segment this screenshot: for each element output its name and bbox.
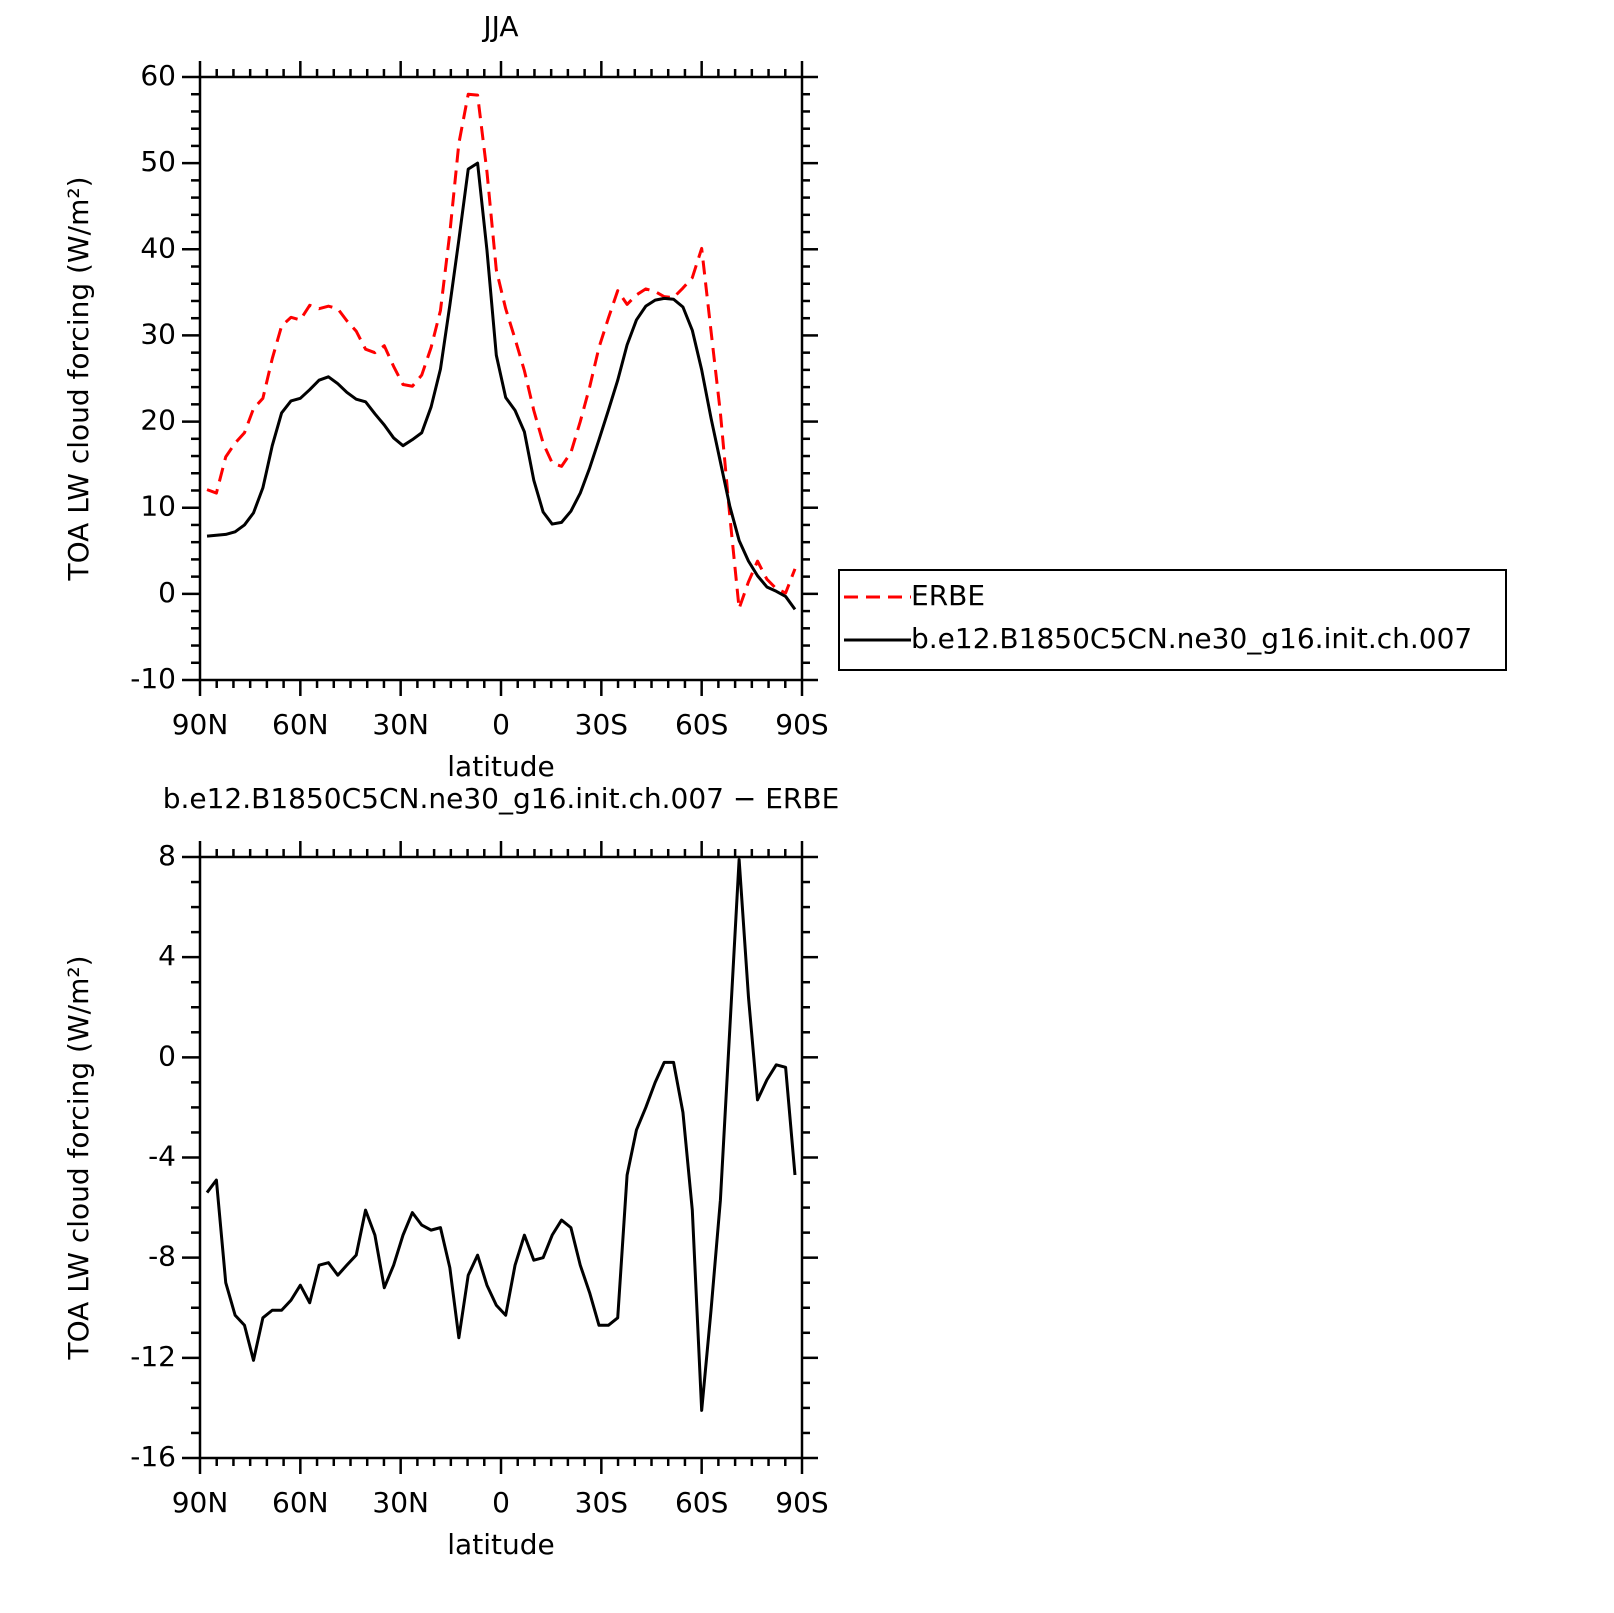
y-tick-label: 20 bbox=[140, 404, 176, 437]
y-tick-label: -4 bbox=[148, 1140, 176, 1173]
x-tick-label: 60N bbox=[272, 708, 329, 741]
y-tick-label: 50 bbox=[140, 145, 176, 178]
x-tick-label: 0 bbox=[492, 708, 510, 741]
x-tick-label: 90S bbox=[775, 1486, 828, 1519]
x-tick-label: 60S bbox=[675, 708, 728, 741]
x-tick-label: 30S bbox=[575, 1486, 628, 1519]
y-tick-label: -10 bbox=[130, 662, 176, 695]
y-tick-label: 60 bbox=[140, 59, 176, 92]
legend-label: b.e12.B1850C5CN.ne30_g16.init.ch.007 bbox=[911, 622, 1472, 655]
y-tick-label: -16 bbox=[130, 1440, 176, 1473]
x-tick-label: 30S bbox=[575, 708, 628, 741]
x-axis-label: latitude bbox=[447, 1528, 554, 1561]
x-tick-label: 90N bbox=[172, 1486, 229, 1519]
chart-title: JJA bbox=[481, 10, 518, 43]
x-tick-label: 30N bbox=[372, 708, 429, 741]
chart-title: b.e12.B1850C5CN.ne30_g16.init.ch.007 − E… bbox=[163, 782, 840, 815]
x-axis-label: latitude bbox=[447, 750, 554, 783]
legend-label: ERBE bbox=[911, 579, 985, 612]
y-tick-label: 0 bbox=[158, 1039, 176, 1072]
x-tick-label: 60S bbox=[675, 1486, 728, 1519]
y-tick-label: 0 bbox=[158, 576, 176, 609]
x-tick-label: 60N bbox=[272, 1486, 329, 1519]
y-tick-label: -8 bbox=[148, 1240, 176, 1273]
y-tick-label: 10 bbox=[140, 490, 176, 523]
legend-box bbox=[838, 569, 1507, 671]
y-tick-label: 4 bbox=[158, 939, 176, 972]
x-tick-label: 30N bbox=[372, 1486, 429, 1519]
y-tick-label: -12 bbox=[130, 1340, 176, 1373]
y-axis-label: TOA LW cloud forcing (W/m²) bbox=[62, 177, 95, 582]
data-line bbox=[206, 161, 797, 611]
x-tick-label: 90S bbox=[775, 708, 828, 741]
y-axis-label: TOA LW cloud forcing (W/m²) bbox=[62, 956, 95, 1361]
x-tick-label: 0 bbox=[492, 1486, 510, 1519]
x-tick-label: 90N bbox=[172, 708, 229, 741]
y-tick-label: 30 bbox=[140, 317, 176, 350]
y-tick-label: 40 bbox=[140, 231, 176, 264]
data-line bbox=[206, 92, 797, 610]
y-tick-label: 8 bbox=[158, 839, 176, 872]
data-line bbox=[205, 858, 797, 1412]
